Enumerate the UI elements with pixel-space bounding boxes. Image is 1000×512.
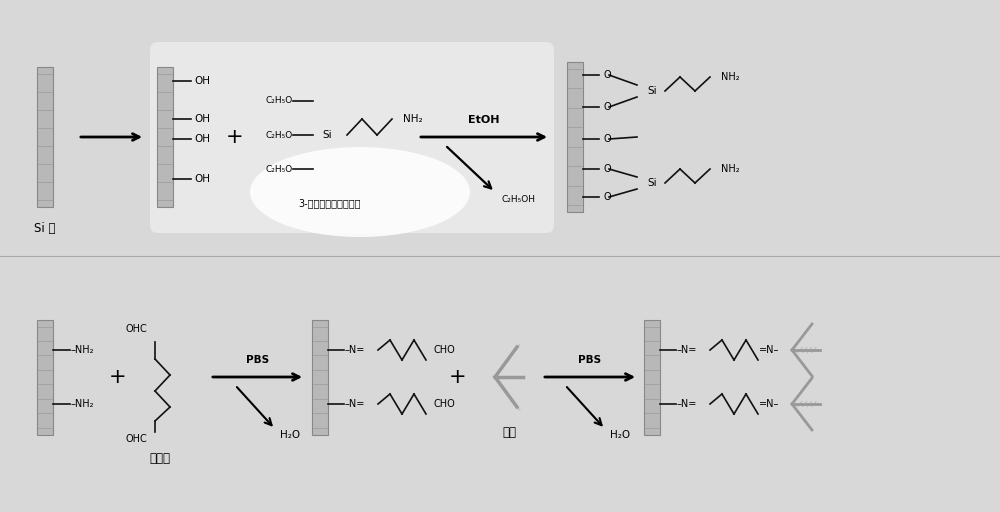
Text: O: O — [604, 102, 612, 112]
Text: –N=: –N= — [345, 345, 365, 355]
Text: C₂H₅O: C₂H₅O — [266, 131, 293, 139]
Text: CHO: CHO — [434, 345, 456, 355]
Text: O: O — [604, 134, 612, 144]
Text: C₂H₅OH: C₂H₅OH — [502, 195, 536, 203]
Text: C₂H₅O: C₂H₅O — [266, 96, 293, 105]
Text: CHO: CHO — [434, 399, 456, 409]
Text: =N–: =N– — [759, 345, 779, 355]
Text: NH₂: NH₂ — [721, 72, 740, 82]
Text: +: + — [226, 127, 244, 147]
Bar — [312, 319, 328, 435]
Text: NH₂: NH₂ — [403, 114, 423, 124]
Bar — [157, 67, 173, 207]
Text: 3-氨丙基三乙氧基硫烷: 3-氨丙基三乙氧基硫烷 — [299, 198, 361, 208]
Text: PBS: PBS — [246, 355, 269, 365]
Text: OH: OH — [194, 174, 210, 184]
Text: OHC: OHC — [125, 324, 147, 334]
Bar — [37, 67, 53, 207]
Text: =N–: =N– — [759, 399, 779, 409]
Text: –N=: –N= — [677, 345, 697, 355]
Text: O: O — [604, 70, 612, 80]
Text: EtOH: EtOH — [468, 115, 500, 125]
Text: –NH₂: –NH₂ — [71, 345, 94, 355]
Text: Si: Si — [322, 130, 332, 140]
Text: C₂H₅O: C₂H₅O — [266, 164, 293, 174]
Bar — [567, 62, 583, 212]
Text: OH: OH — [194, 114, 210, 124]
Text: Si 片: Si 片 — [34, 223, 56, 236]
Text: Si: Si — [647, 86, 657, 96]
Text: OHC: OHC — [125, 434, 147, 444]
Text: OH: OH — [194, 134, 210, 144]
Text: –N=: –N= — [345, 399, 365, 409]
Text: O: O — [604, 192, 612, 202]
Text: 戊二醒: 戊二醒 — [150, 453, 170, 465]
Text: +: + — [109, 367, 127, 387]
Text: +: + — [449, 367, 467, 387]
Text: O: O — [604, 164, 612, 174]
FancyBboxPatch shape — [150, 42, 554, 233]
Text: H₂O: H₂O — [280, 430, 300, 440]
Text: Si: Si — [647, 178, 657, 188]
Ellipse shape — [250, 147, 470, 237]
Bar — [644, 319, 660, 435]
Bar — [37, 319, 53, 435]
Text: 抗体: 抗体 — [502, 425, 516, 438]
Text: H₂O: H₂O — [610, 430, 630, 440]
Text: NH₂: NH₂ — [721, 164, 740, 174]
Text: –N=: –N= — [677, 399, 697, 409]
Text: PBS: PBS — [578, 355, 602, 365]
Text: OH: OH — [194, 76, 210, 86]
Text: –NH₂: –NH₂ — [71, 399, 94, 409]
